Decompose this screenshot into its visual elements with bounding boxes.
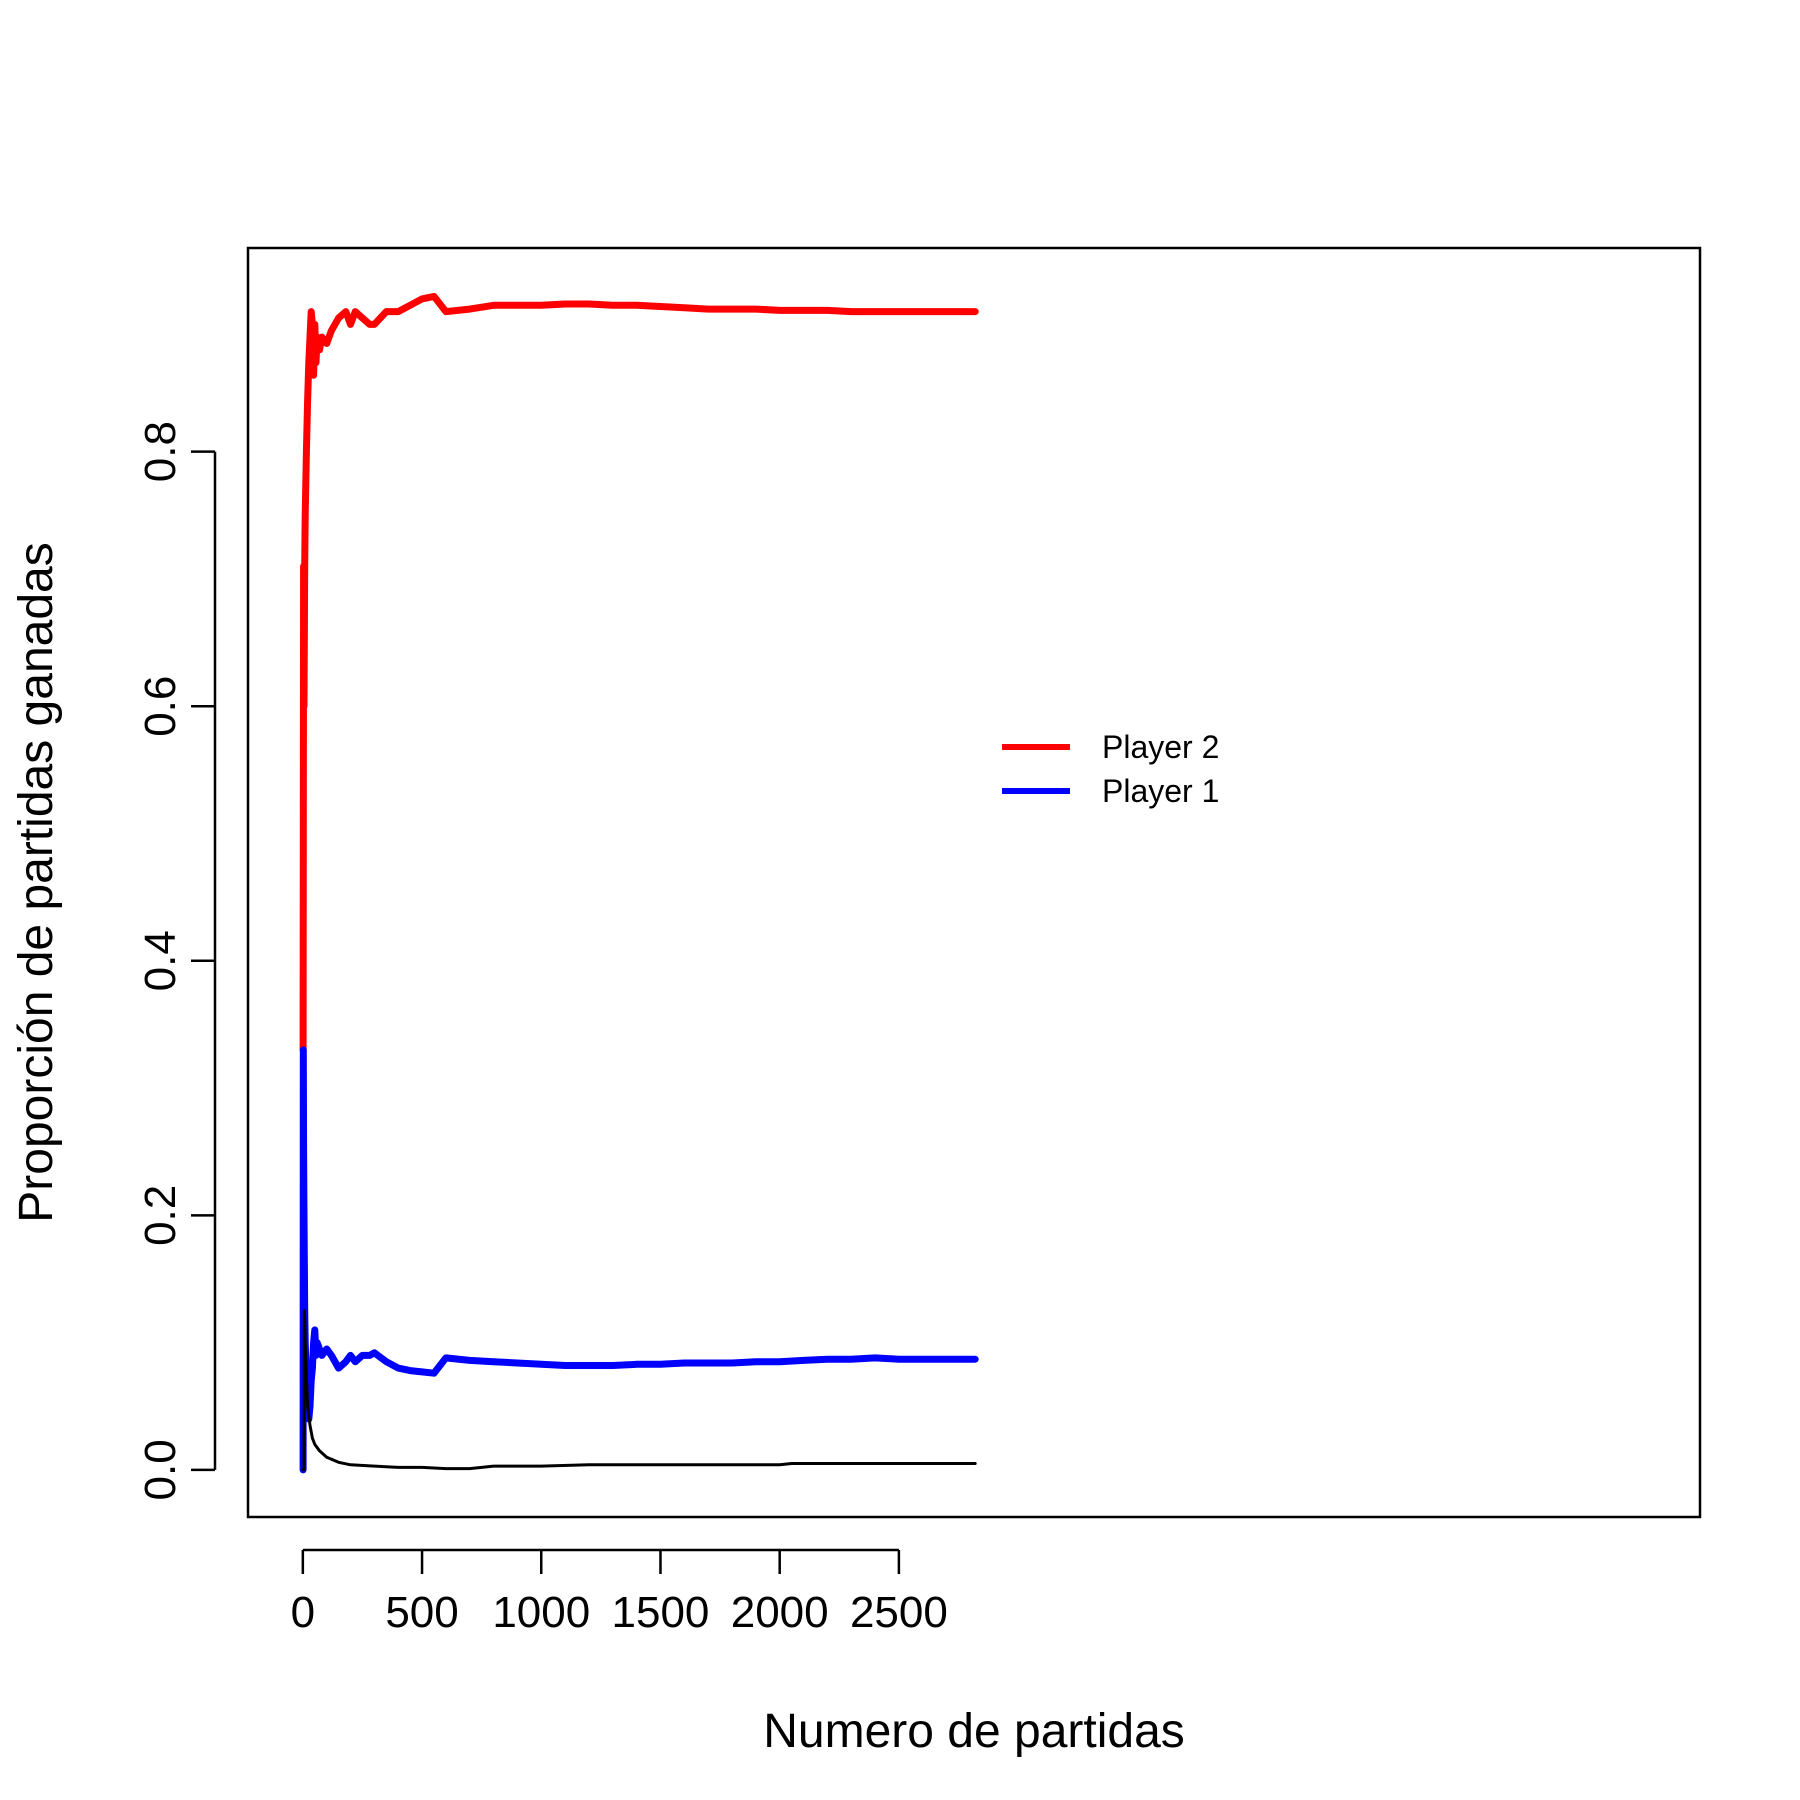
x-tick-label: 500 — [385, 1588, 458, 1637]
x-tick-label: 2500 — [850, 1588, 948, 1637]
y-tick-label: 0.0 — [136, 1439, 185, 1500]
series-line-2 — [301, 1309, 977, 1472]
series-line-1 — [299, 1046, 979, 1474]
plot-frame — [246, 246, 1702, 1519]
y-tick-label: 0.2 — [136, 1185, 185, 1246]
y-axis: 0.0 0.2 0.4 0.6 0.8 — [136, 421, 217, 1500]
y-tick-label: 0.8 — [136, 421, 185, 482]
legend: Player 2 Player 1 — [1002, 729, 1219, 809]
legend-label: Player 1 — [1102, 773, 1219, 809]
x-tick-label: 0 — [291, 1588, 315, 1637]
y-tick-label: 0.4 — [136, 930, 185, 991]
plot-lines — [299, 292, 979, 1474]
y-tick-label: 0.6 — [136, 676, 185, 737]
x-axis-title: Numero de partidas — [763, 1705, 1185, 1758]
legend-label: Player 2 — [1102, 729, 1219, 765]
x-tick-label: 1000 — [492, 1588, 590, 1637]
x-tick-label: 2000 — [731, 1588, 829, 1637]
y-axis-title: Proporción de partidas ganadas — [10, 542, 63, 1222]
x-tick-label: 1500 — [612, 1588, 710, 1637]
x-axis: 0 500 1000 1500 2000 2500 — [291, 1548, 948, 1637]
series-line-0 — [299, 292, 979, 1054]
